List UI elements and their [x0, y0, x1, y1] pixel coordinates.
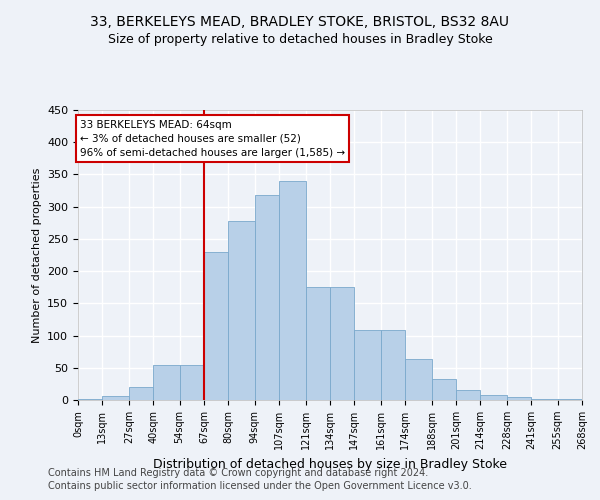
Text: Contains public sector information licensed under the Open Government Licence v3: Contains public sector information licen… — [48, 481, 472, 491]
Bar — [507, 398, 531, 400]
Text: Contains HM Land Registry data © Crown copyright and database right 2024.: Contains HM Land Registry data © Crown c… — [48, 468, 428, 477]
Bar — [305, 287, 330, 400]
Bar — [129, 387, 153, 400]
Bar — [204, 252, 229, 400]
Bar — [330, 287, 355, 400]
Bar — [78, 398, 103, 400]
Text: 33, BERKELEYS MEAD, BRADLEY STOKE, BRISTOL, BS32 8AU: 33, BERKELEYS MEAD, BRADLEY STOKE, BRIST… — [91, 15, 509, 29]
Bar — [179, 364, 204, 400]
Bar — [456, 390, 481, 400]
Bar — [153, 364, 179, 400]
Bar — [255, 195, 279, 400]
Bar — [355, 330, 381, 400]
Text: 33 BERKELEYS MEAD: 64sqm
← 3% of detached houses are smaller (52)
96% of semi-de: 33 BERKELEYS MEAD: 64sqm ← 3% of detache… — [80, 120, 345, 158]
Y-axis label: Number of detached properties: Number of detached properties — [32, 168, 41, 342]
Bar — [531, 398, 557, 400]
Bar — [229, 221, 255, 400]
X-axis label: Distribution of detached houses by size in Bradley Stoke: Distribution of detached houses by size … — [153, 458, 507, 470]
Bar — [481, 395, 507, 400]
Text: Size of property relative to detached houses in Bradley Stoke: Size of property relative to detached ho… — [107, 32, 493, 46]
Bar — [103, 396, 129, 400]
Bar — [405, 360, 431, 400]
Bar — [279, 181, 305, 400]
Bar — [557, 398, 582, 400]
Bar — [381, 330, 405, 400]
Bar — [431, 380, 456, 400]
